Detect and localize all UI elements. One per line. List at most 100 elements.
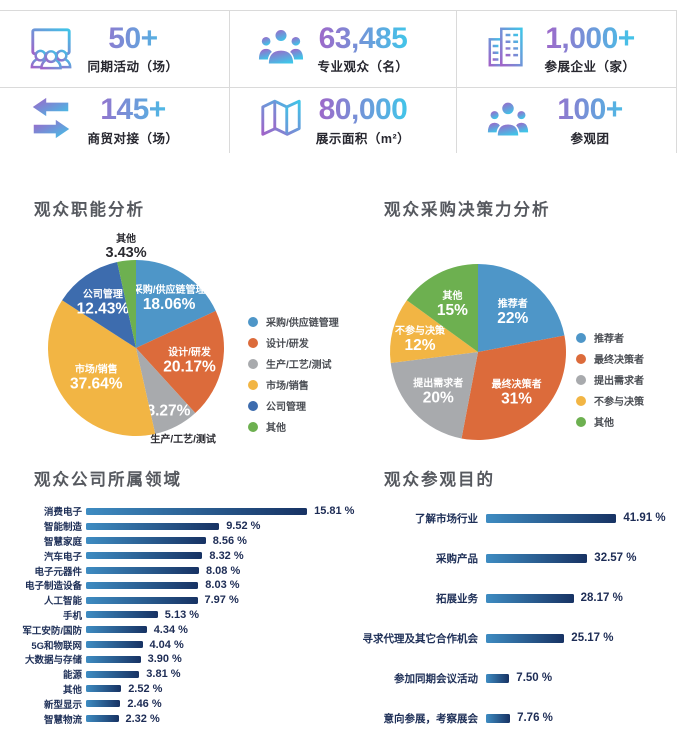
- bar-fill: [86, 700, 121, 708]
- bar-row: 能源 3.81 %: [2, 667, 355, 682]
- pie-slice-name: 生产/工艺/测试: [150, 433, 216, 446]
- legend-color-dot: [576, 374, 586, 385]
- job-function-pie-chart: 采购/供应链管理 18.06% 设计/研发 20.17% 8.27% 生产/工艺/测试 市场…: [16, 226, 256, 471]
- bar-row: 参加同期会议活动 7.50 %: [356, 658, 681, 698]
- bar-value-label: 7.97 %: [204, 594, 239, 607]
- bar-fill: [486, 513, 617, 523]
- pie-slice-name: 设计/研发: [168, 346, 212, 359]
- bar-category-label: 消费电子: [43, 507, 82, 519]
- exhibitor-buildings-icon: [485, 24, 533, 75]
- legend-label: 推荐者: [594, 334, 624, 345]
- stat-label: 专业观众（名）: [317, 60, 409, 75]
- bar-category-label: 意向参展，考察展会: [383, 712, 479, 725]
- pie-slice-percent: 15%: [437, 302, 468, 319]
- pie-slice-name: 提出需求者: [413, 376, 463, 389]
- bar-row: 人工智能 7.97 %: [2, 593, 355, 608]
- pie-slice: [62, 262, 136, 348]
- stat-value: 50+: [85, 23, 181, 55]
- bar-category-label: 了解市场行业: [415, 512, 478, 525]
- bar-row: 意向参展，考察展会 7.76 %: [356, 698, 681, 738]
- bar-value-label: 5.13 %: [164, 608, 200, 621]
- bar-value-label: 2.52 %: [128, 682, 163, 695]
- legend-label: 其他: [594, 418, 614, 429]
- section-title-decision-power: 观众采购决策力分析: [384, 201, 551, 219]
- bar-value-label: 15.81 %: [314, 505, 355, 518]
- bar-value-label: 8.08 %: [206, 564, 241, 577]
- decision-power-legend: 推荐者 最终决策者 提出需求者 不参与决策 其他: [576, 327, 644, 432]
- stat-cell-area: 80,000 展示面积（m²）: [230, 88, 457, 153]
- bar-value-label: 8.32 %: [209, 549, 244, 562]
- bar-value-label: 25.17 %: [571, 632, 614, 644]
- bar-row: 寻求代理及其它合作机会 25.17 %: [356, 618, 681, 658]
- bar-category-label: 其他: [62, 684, 82, 696]
- bar-value-label: 32.57 %: [594, 552, 637, 564]
- bar-row: 5G和物联网 4.04 %: [2, 637, 355, 652]
- bar-row: 其他 2.52 %: [2, 682, 355, 697]
- pie-slice-name: 不参与决策: [395, 324, 446, 337]
- pie-slice-percent: 20%: [423, 389, 454, 406]
- pie-slice: [406, 264, 478, 352]
- section-title-industry: 观众公司所属领域: [34, 471, 182, 489]
- bar-value-label: 3.90 %: [147, 653, 182, 666]
- pie-slice-percent: 18.06%: [143, 296, 196, 313]
- bar-category-label: 汽车电子: [43, 551, 82, 563]
- bar-value-label: 2.32 %: [125, 712, 160, 725]
- legend-item: 不参与决策: [576, 390, 644, 411]
- bar-fill: [486, 633, 565, 643]
- pie-slice-name: 最终决策者: [492, 378, 542, 391]
- pie-slice-percent: 3.43%: [106, 245, 147, 261]
- legend-label: 不参与决策: [594, 397, 644, 408]
- bar-value-label: 41.91 %: [623, 512, 666, 524]
- bar-value-label: 7.76 %: [517, 712, 553, 724]
- tour-group-icon: [485, 95, 533, 146]
- bar-fill: [86, 507, 308, 515]
- bar-value-label: 3.81 %: [146, 668, 181, 681]
- stat-label: 展示面积（m²）: [315, 131, 411, 146]
- stat-cell-events: 50+ 同期活动（场）: [0, 11, 230, 88]
- industry-bar-chart: 消费电子 15.81 % 智能制造 9.52 % 智慧家庭 8.56 % 汽车电子 8.32 …: [2, 504, 355, 726]
- bar-fill: [86, 626, 147, 634]
- pie-slice-percent: 12.43%: [77, 300, 130, 317]
- pie-slice-percent: 31%: [501, 391, 532, 408]
- bar-row: 消费电子 15.81 %: [2, 504, 355, 519]
- pie-slice-percent: 22%: [497, 310, 528, 327]
- bar-value-label: 8.03 %: [205, 579, 240, 592]
- bar-category-label: 5G和物联网: [31, 640, 82, 652]
- conference-screen-icon: [28, 24, 76, 75]
- pie-slice-percent: 8.27%: [147, 402, 191, 419]
- stat-label: 参展企业（家）: [544, 60, 636, 75]
- bar-value-label: 8.56 %: [212, 534, 247, 547]
- legend-color-dot: [248, 337, 258, 348]
- bar-row: 采购产品 32.57 %: [356, 538, 681, 578]
- bar-fill: [86, 685, 122, 693]
- bar-fill: [486, 713, 511, 723]
- legend-item: 市场/销售: [248, 374, 339, 395]
- bar-category-label: 智慧家庭: [43, 536, 82, 548]
- bar-row: 智慧物流 2.32 %: [2, 711, 355, 726]
- pie-slice-name: 推荐者: [498, 297, 528, 310]
- legend-color-dot: [248, 316, 258, 327]
- stat-cell-tour-groups: 100+ 参观团: [457, 88, 677, 153]
- legend-color-dot: [576, 416, 586, 427]
- bar-row: 智能制造 9.52 %: [2, 519, 355, 534]
- legend-color-dot: [248, 421, 258, 432]
- pie-slice-name: 采购/供应链管理: [132, 283, 206, 296]
- pie-slice-percent: 37.64%: [70, 376, 123, 393]
- job-function-legend: 采购/供应链管理 设计/研发 生产/工艺/测试 市场/销售 公司管理 其他: [248, 311, 339, 437]
- bar-fill: [86, 552, 203, 560]
- stat-value: 100+: [542, 94, 638, 126]
- bar-category-label: 新型显示: [43, 699, 82, 711]
- exhibition-map-icon: [258, 95, 306, 146]
- pie-slice-percent: 12%: [405, 337, 436, 354]
- bar-value-label: 9.52 %: [226, 520, 261, 533]
- legend-label: 最终决策者: [594, 355, 644, 366]
- bar-row: 拓展业务 28.17 %: [356, 578, 681, 618]
- legend-color-dot: [576, 395, 586, 406]
- bar-row: 新型显示 2.46 %: [2, 696, 355, 711]
- stat-value: 1,000+: [542, 23, 638, 55]
- pie-slice: [461, 335, 566, 440]
- legend-label: 生产/工艺/测试: [266, 360, 332, 371]
- bar-category-label: 智能制造: [43, 522, 82, 534]
